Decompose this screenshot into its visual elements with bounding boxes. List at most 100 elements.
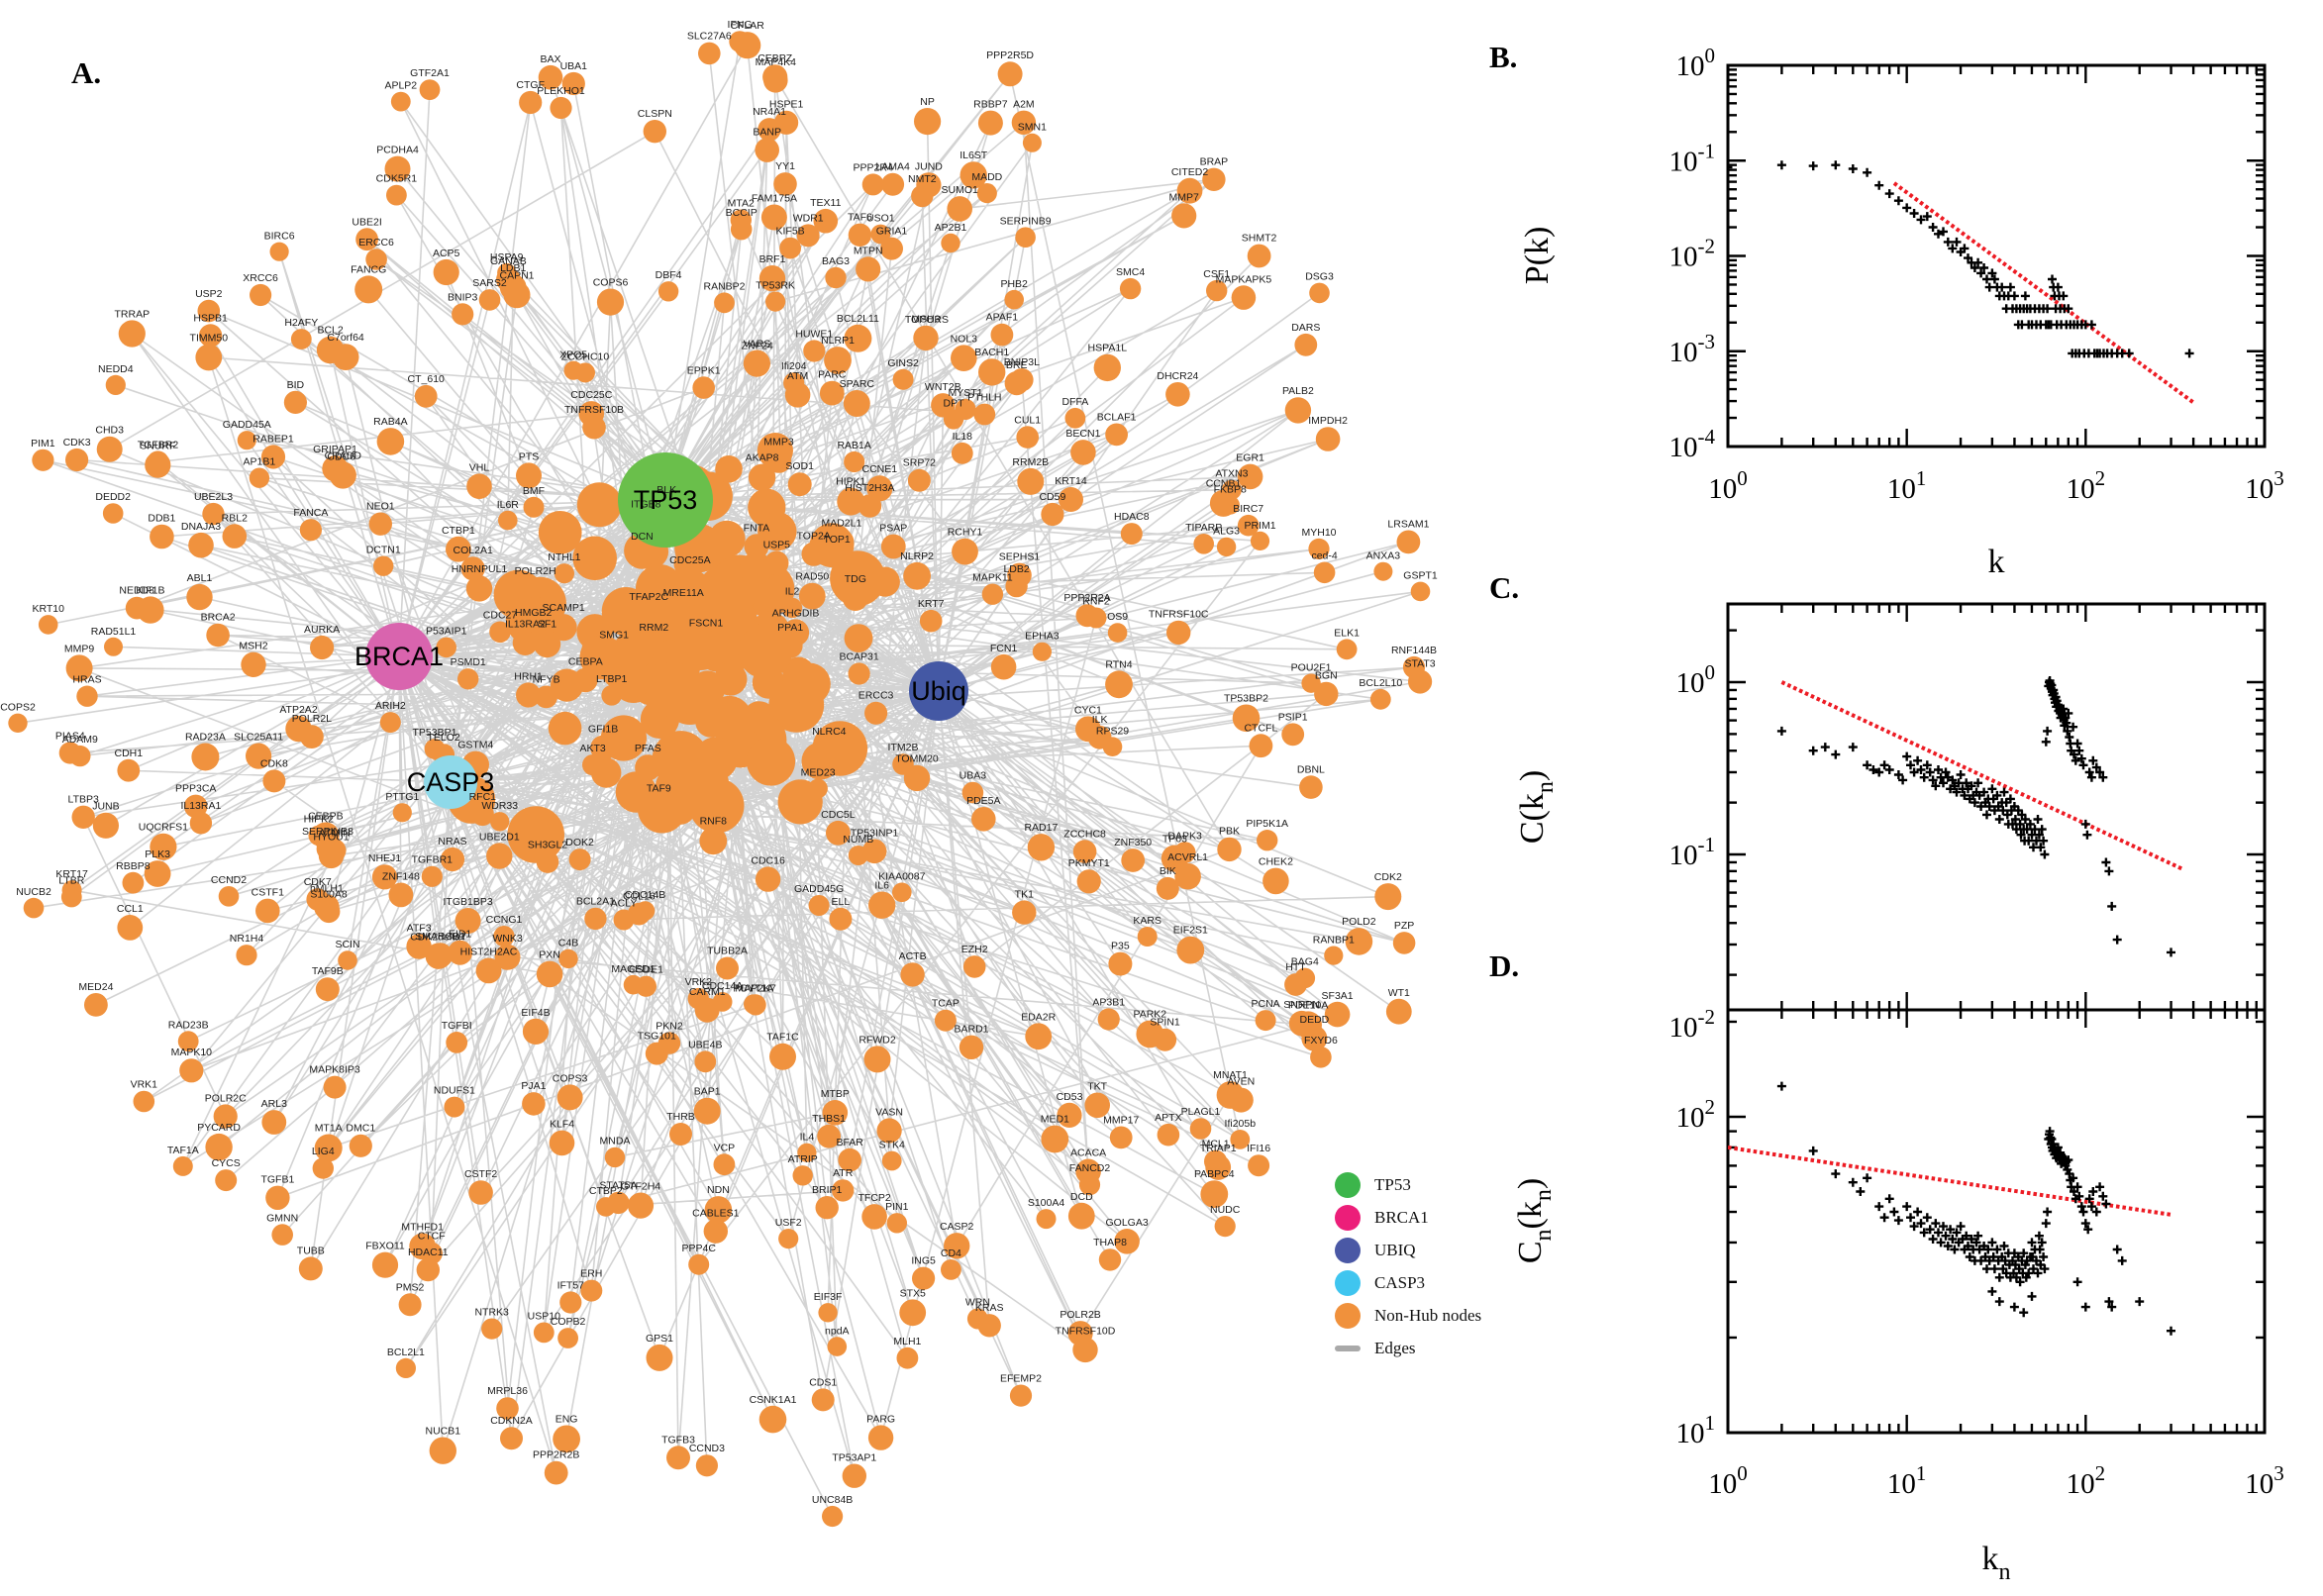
network-node-label: KRT14	[1055, 475, 1087, 487]
network-node	[1310, 1047, 1332, 1068]
network-node	[371, 1251, 399, 1278]
network-node	[866, 475, 893, 502]
network-node-label: THAP8	[1093, 1237, 1127, 1248]
network-node	[962, 955, 986, 978]
network-node	[246, 743, 272, 769]
network-node	[896, 1347, 919, 1369]
network-node-core	[646, 661, 701, 718]
network-node	[765, 448, 792, 473]
network-node	[1121, 848, 1146, 872]
network-node-label: CSF1	[1203, 268, 1230, 280]
network-node-label: VASN	[875, 1106, 903, 1118]
network-node-core	[869, 566, 900, 597]
network-node-label: BAX	[540, 53, 560, 65]
network-node-label: YY1	[775, 160, 795, 172]
network-node	[554, 563, 575, 584]
network-node-label: MMP17	[1103, 1115, 1139, 1127]
network-node-label: TUBB	[297, 1245, 325, 1256]
network-node-label: VRK1	[131, 1079, 158, 1091]
network-node-label: MTPN	[854, 245, 883, 256]
network-node-label: BID	[287, 379, 305, 391]
network-node-label: HYOU1	[313, 832, 349, 844]
network-node-label: CDS1	[809, 1376, 837, 1388]
network-node	[249, 467, 270, 488]
network-node	[1385, 998, 1412, 1025]
legend-node-swatch	[1335, 1237, 1361, 1263]
network-node	[1027, 834, 1056, 861]
network-node	[1410, 581, 1431, 602]
network-node-label: DCN	[631, 531, 654, 543]
network-node	[826, 820, 851, 846]
network-node-label: MAP4K4	[756, 56, 797, 68]
network-node-label: Ifi205b	[1225, 1118, 1257, 1130]
network-node	[1067, 1202, 1095, 1230]
network-node	[803, 340, 826, 362]
network-node-label: CDK3	[63, 437, 91, 449]
network-node-label: IL18	[953, 431, 973, 443]
network-node-label: npdA	[825, 1325, 850, 1337]
network-node	[1105, 670, 1133, 699]
network-node-label: BNIP3	[448, 291, 478, 303]
network-node-label: UQCRFS1	[139, 822, 188, 834]
network-node	[703, 1219, 728, 1244]
y-tick-label: 100	[1676, 660, 1716, 699]
network-node	[465, 575, 493, 602]
network-node	[440, 847, 465, 872]
network-node	[861, 173, 884, 196]
network-node-label: NUCB2	[16, 886, 51, 898]
y-axis-title: C(kn)	[1514, 770, 1559, 844]
network-node	[596, 288, 625, 316]
network-node-label: ERH	[580, 1268, 602, 1280]
network-node	[944, 1233, 970, 1259]
axis-ticks	[1726, 1010, 2267, 1435]
network-node	[1176, 177, 1203, 204]
network-node	[368, 512, 392, 536]
network-node	[632, 543, 653, 562]
network-node-label: SARS2	[472, 277, 507, 289]
network-node	[848, 223, 872, 247]
network-node-label: MAGED1	[611, 963, 656, 975]
network-node-label: PARG	[866, 1414, 895, 1426]
network-node-label: MYH10	[1301, 527, 1336, 539]
network-node-label: LTBR	[58, 875, 84, 887]
network-node-label: POLD2	[1342, 916, 1376, 928]
network-node	[338, 950, 357, 970]
network-node	[578, 401, 605, 427]
network-node-label: SERPINB8	[302, 826, 354, 838]
network-node	[832, 1179, 855, 1202]
network-node	[172, 1155, 193, 1176]
network-node-label: TIMM50	[190, 333, 229, 345]
network-node	[760, 204, 787, 231]
network-node	[1072, 840, 1097, 863]
network-node	[1369, 688, 1391, 710]
network-node	[481, 1318, 503, 1340]
legend-item: TP53	[1335, 1168, 1481, 1201]
network-node	[868, 891, 896, 919]
network-node-label: EIF2S1	[1173, 925, 1208, 937]
network-node-label: BRCA2	[201, 612, 236, 624]
network-node	[104, 637, 123, 656]
network-node-label: LIG4	[312, 1146, 335, 1157]
network-node	[1105, 423, 1128, 447]
network-node	[997, 61, 1023, 87]
network-node	[1249, 734, 1273, 758]
network-node	[1016, 426, 1039, 449]
network-node	[824, 347, 852, 374]
network-node	[627, 1192, 655, 1219]
network-node	[1294, 1011, 1322, 1039]
y-tick-label: 10-2	[1669, 1005, 1716, 1044]
network-node-label: BRF1	[759, 253, 786, 265]
network-node	[1250, 531, 1270, 551]
network-node-label: BRIP1	[812, 1184, 843, 1196]
network-node-label: TUBB2A	[707, 946, 748, 957]
network-node	[561, 71, 585, 96]
network-node-core	[746, 737, 796, 786]
network-node-label: EZH2	[961, 944, 988, 955]
network-node	[1314, 681, 1339, 707]
network-node	[419, 79, 441, 100]
network-node-label: CDK5R1	[376, 173, 418, 185]
network-node	[349, 1134, 372, 1157]
network-node-label: TK1	[1015, 888, 1034, 900]
network-node	[195, 344, 223, 371]
network-node	[105, 374, 126, 395]
